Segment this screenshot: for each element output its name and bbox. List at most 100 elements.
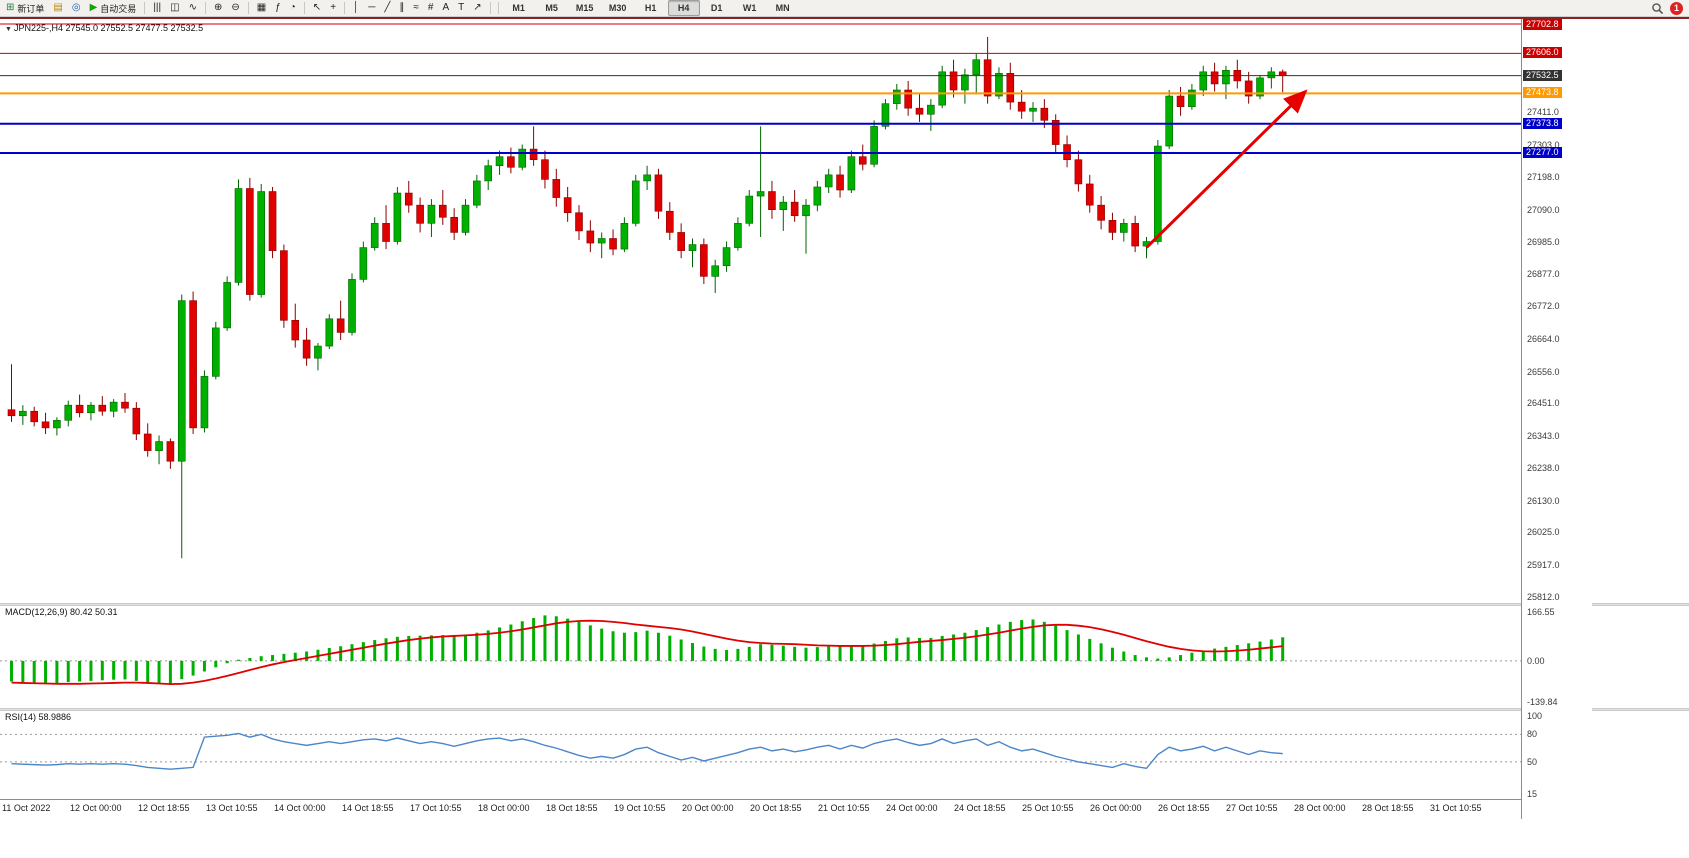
timeframe-m15-button[interactable]: M15 [575, 3, 594, 13]
candle-up [847, 156, 856, 191]
indicators-icon: ƒ [275, 2, 281, 13]
charts-icon: ▤ [53, 2, 63, 13]
pane-divider[interactable] [0, 603, 1689, 606]
chart-window: ▼ JPN225-,H4 27545.0 27552.5 27477.5 2753… [0, 17, 1689, 858]
candle-up [813, 186, 822, 206]
vertical-line-button[interactable]: │ [349, 0, 363, 16]
candle-up [779, 201, 788, 211]
zoom-in-icon: ⊕ [213, 2, 223, 13]
timeframe-m1-button[interactable]: M1 [512, 3, 525, 13]
timeframe-h4-button[interactable]: H4 [667, 0, 700, 16]
crosshair-icon: + [330, 2, 337, 13]
crosshair-button[interactable]: + [326, 0, 340, 16]
horizontal-line-button[interactable]: ─ [364, 0, 379, 16]
channel-button[interactable]: ∥ [395, 0, 408, 16]
price-label: 26130.0 [1527, 495, 1560, 506]
cursor-button[interactable]: ↖ [309, 0, 325, 16]
price-label: 26664.0 [1527, 333, 1560, 344]
candle-down [132, 407, 141, 435]
price-level-badge: 27473.8 [1523, 87, 1562, 99]
candle-down [268, 191, 277, 251]
candle-down [1085, 183, 1094, 206]
candle-up [620, 223, 629, 250]
candle-down [949, 71, 958, 91]
timeframe-h1-button[interactable]: H1 [644, 3, 657, 13]
indicators-button[interactable]: ƒ [271, 0, 285, 16]
candle-down [1006, 73, 1015, 103]
rsi-chart[interactable] [0, 711, 1521, 799]
rsi-axis-label: 50 [1527, 756, 1538, 767]
price-axis[interactable]: 27411.0 27303.0 27198.0 27090.0 26985.0 26877… [1521, 19, 1592, 819]
grid-button[interactable]: # [424, 0, 438, 16]
zoom-out-button[interactable]: ⊖ [227, 0, 243, 16]
text-button[interactable]: A [438, 0, 453, 16]
new-order-button[interactable]: ⊞ 新订单 [2, 0, 48, 16]
candle-down [768, 191, 776, 211]
toolbar: ⊞ 新订单 ▤ ◎ ▶ 自动交易 ||| ◫ ∿ ⊕ ⊖ ▦ ƒ ◔ ↖ + │ ─ ╱ ∥ ≈ # A T ↗ M1 M5 M15 M… [0, 0, 1689, 17]
candle-up [756, 191, 765, 197]
macd-chart[interactable] [0, 606, 1521, 708]
zoom-out-icon: ⊖ [231, 2, 240, 13]
time-axis[interactable]: 11 Oct 2022 12 Oct 00:00 12 Oct 18:55 13 Oc… [0, 799, 1521, 818]
periods-menu-button[interactable]: ◔ [286, 0, 300, 16]
candle-up [1120, 223, 1128, 233]
charts-button[interactable]: ▤ [49, 0, 66, 16]
candle-down [382, 223, 390, 242]
timeframe-w1-button[interactable]: W1 [742, 3, 757, 13]
macd-pane[interactable]: MACD(12,26,9) 80.42 50.31 [0, 606, 1521, 708]
alert-badge[interactable]: 1 [1670, 1, 1683, 15]
candle-up [1199, 71, 1208, 91]
candle-down [677, 232, 685, 251]
toolbar-separator [303, 2, 305, 14]
candle-down [246, 188, 254, 295]
candle-down [1131, 223, 1139, 247]
candle-up [972, 59, 981, 76]
profiles-button[interactable]: ◎ [68, 0, 85, 16]
bar-chart-button[interactable]: ||| [149, 0, 165, 16]
toolbar-separator [204, 2, 206, 14]
pane-divider[interactable] [0, 708, 1689, 711]
timeframe-m5-button[interactable]: M5 [545, 3, 558, 13]
rsi-pane[interactable]: RSI(14) 58.9886 [0, 711, 1521, 799]
timeframe-m30-button[interactable]: M30 [608, 3, 627, 13]
price-level-badge: 27373.8 [1523, 117, 1562, 129]
fibonacci-button[interactable]: ≈ [409, 0, 423, 16]
candle-up [1165, 95, 1173, 147]
zoom-in-button[interactable]: ⊕ [210, 0, 226, 16]
macd-axis-label: 0.00 [1527, 655, 1545, 666]
candle-down [291, 320, 300, 341]
macd-signal-line [11, 619, 1283, 686]
text-label-button[interactable]: T [454, 0, 468, 16]
candle-down [904, 89, 912, 109]
trendline-button[interactable]: ╱ [380, 0, 394, 16]
candle-down [915, 107, 924, 115]
main-chart-pane[interactable]: ▼ JPN225-,H4 27545.0 27552.5 27477.5 2753… [0, 21, 1521, 603]
fibonacci-icon: ≈ [413, 2, 419, 13]
price-level-badge: 27702.8 [1523, 19, 1562, 30]
timeframe-mn-button[interactable]: MN [775, 3, 790, 13]
candle-down [166, 441, 175, 462]
candle-up [745, 195, 754, 224]
arrows-button[interactable]: ↗ [469, 0, 485, 16]
candle-up [995, 73, 1003, 97]
candlestick-chart-button[interactable]: ◫ [166, 0, 183, 16]
auto-trading-button[interactable]: ▶ 自动交易 [86, 0, 141, 16]
candle-down [7, 409, 16, 417]
candle-up [200, 376, 209, 429]
candle-down [552, 179, 561, 198]
tile-windows-button[interactable]: ▦ [253, 0, 270, 16]
candle-down [1097, 204, 1105, 221]
time-label: 20 Oct 18:55 [750, 803, 802, 813]
search-icon[interactable] [1651, 2, 1664, 15]
price-label: 26025.0 [1527, 527, 1560, 538]
line-chart-button[interactable]: ∿ [185, 0, 201, 16]
rsi-axis-label: 100 [1527, 711, 1543, 721]
candle-up [1222, 70, 1230, 85]
arrows-icon: ↗ [473, 2, 482, 13]
candlestick-chart[interactable] [0, 21, 1521, 603]
candle-up [177, 300, 186, 462]
cursor-icon: ↖ [312, 2, 322, 13]
candle-down [416, 204, 424, 224]
timeframe-d1-button[interactable]: D1 [710, 3, 723, 13]
